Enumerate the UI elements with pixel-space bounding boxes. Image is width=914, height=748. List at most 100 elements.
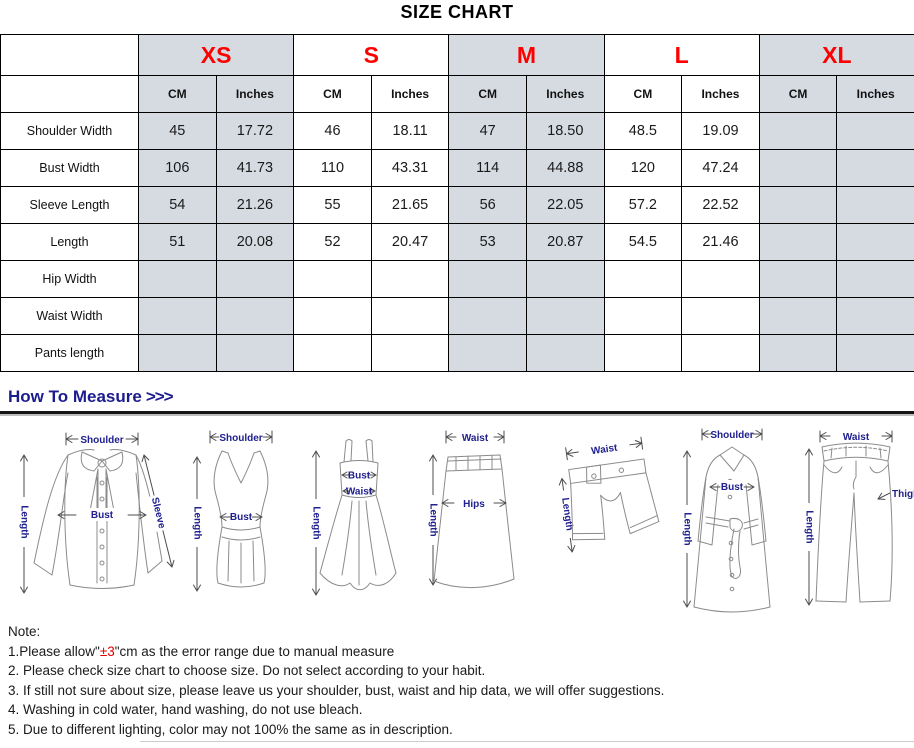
pants-waist-label: Waist <box>843 432 870 443</box>
value-cell: 46 <box>293 112 372 150</box>
note-line-5: 5. Due to different lighting, color may … <box>8 721 453 737</box>
value-cell <box>603 260 683 298</box>
dress-length-label: Length <box>311 506 322 539</box>
chevrons-right-icon: >>> <box>145 387 174 406</box>
pants-thigh-label: Thigh <box>892 489 914 500</box>
value-cell: 114 <box>448 149 527 187</box>
size-header-xs: XS <box>137 34 295 76</box>
coat-length-label: Length <box>682 512 693 545</box>
shorts-waist-label: Waist <box>591 443 619 458</box>
value-cell: 41.73 <box>215 149 295 187</box>
pants-diagram: Waist Length Thigh <box>801 430 914 606</box>
value-cell: 54.5 <box>603 223 683 261</box>
value-cell: 54 <box>138 186 217 224</box>
note-1-prefix: 1.Please allow" <box>8 643 100 659</box>
value-cell <box>138 334 217 372</box>
page-title: SIZE CHART <box>400 2 514 22</box>
corner-cell-2 <box>0 75 139 113</box>
value-cell <box>525 260 605 298</box>
value-cell: 45 <box>138 112 217 150</box>
table-row: Shoulder Width 45 17.72 46 18.11 47 18.50 48.5 1… <box>0 112 914 150</box>
coat-shoulder-label: Shoulder <box>710 430 753 441</box>
value-cell <box>293 334 372 372</box>
unit-header: CM <box>758 75 838 113</box>
blouse-shoulder-label: Shoulder <box>80 435 123 446</box>
value-cell: 48.5 <box>603 112 683 150</box>
value-cell: 18.11 <box>370 112 450 150</box>
table-row: Length 51 20.08 52 20.47 53 20.87 54.5 21.46 <box>0 223 914 261</box>
value-cell: 47 <box>448 112 527 150</box>
value-cell: 21.65 <box>370 186 450 224</box>
unit-header: CM <box>138 75 217 113</box>
value-cell: 21.26 <box>215 186 295 224</box>
value-cell <box>836 186 914 224</box>
value-cell <box>758 186 838 224</box>
skirt-length-label: Length <box>428 503 439 536</box>
shorts-length-label: Length <box>559 497 575 532</box>
value-cell: 57.2 <box>603 186 683 224</box>
value-cell: 120 <box>603 149 683 187</box>
value-cell: 52 <box>293 223 372 261</box>
size-header-xl: XL <box>758 34 914 76</box>
value-cell: 20.08 <box>215 223 295 261</box>
blouse-diagram: Shoulder Length Sleeve Bust <box>16 432 175 594</box>
table-row: Pants length <box>0 334 914 372</box>
value-cell <box>836 260 914 298</box>
value-cell: 17.72 <box>215 112 295 150</box>
value-cell: 22.05 <box>525 186 605 224</box>
skirt-hips-label: Hips <box>463 499 485 510</box>
value-cell <box>525 297 605 335</box>
value-cell <box>836 297 914 335</box>
shorts-diagram: Waist Length <box>555 436 660 553</box>
value-cell <box>758 223 838 261</box>
unit-header: Inches <box>525 75 605 113</box>
value-cell <box>215 260 295 298</box>
value-cell <box>215 334 295 372</box>
row-label: Sleeve Length <box>0 186 139 224</box>
value-cell: 43.31 <box>370 149 450 187</box>
value-cell <box>681 334 760 372</box>
value-cell <box>215 297 295 335</box>
note-1-tolerance: ±3 <box>99 643 115 659</box>
note-line-3: 3. If still not sure about size, please … <box>8 682 665 698</box>
tank-bust-label: Bust <box>230 512 253 523</box>
value-cell <box>758 149 838 187</box>
table-row: Sleeve Length 54 21.26 55 21.65 56 22.05 57.2 22… <box>0 186 914 224</box>
blouse-length-label: Length <box>19 505 30 538</box>
value-cell: 20.47 <box>370 223 450 261</box>
value-cell <box>370 297 450 335</box>
value-cell <box>293 260 372 298</box>
note-line-1: 1.Please allow"±3"cm as the error range … <box>8 642 664 662</box>
value-cell <box>758 260 838 298</box>
size-table: XS S M L XL CM Inches CM Inches CM Inches CM Inches C… <box>0 34 914 372</box>
coat-bust-label: Bust <box>721 482 744 493</box>
divider-rule <box>0 411 914 414</box>
row-label: Shoulder Width <box>0 112 139 150</box>
value-cell: 21.46 <box>681 223 760 261</box>
value-cell <box>448 260 527 298</box>
value-cell: 110 <box>293 149 372 187</box>
value-cell <box>370 260 450 298</box>
table-row: Waist Width <box>0 297 914 335</box>
unit-header: Inches <box>215 75 295 113</box>
row-label: Bust Width <box>0 149 139 187</box>
blouse-bust-label: Bust <box>91 510 114 521</box>
value-cell: 18.50 <box>525 112 605 150</box>
value-cell: 20.87 <box>525 223 605 261</box>
how-to-measure-heading: How To Measure >>> <box>8 387 174 407</box>
notes-block: Note: 1.Please allow"±3"cm as the error … <box>8 622 664 739</box>
value-cell <box>758 112 838 150</box>
value-cell: 53 <box>448 223 527 261</box>
size-header-l: L <box>603 34 760 76</box>
unit-header: Inches <box>370 75 450 113</box>
value-cell <box>370 334 450 372</box>
note-line-4: 4. Washing in cold water, hand washing, … <box>8 702 363 717</box>
skirt-waist-label: Waist <box>462 433 489 444</box>
value-cell <box>525 334 605 372</box>
corner-cell <box>0 34 139 76</box>
value-cell <box>603 297 683 335</box>
value-cell: 22.52 <box>681 186 760 224</box>
dress-waist-label: Waist <box>346 487 373 498</box>
size-header-m: M <box>448 34 605 76</box>
skirt-diagram: Waist Length Hips <box>425 430 515 588</box>
